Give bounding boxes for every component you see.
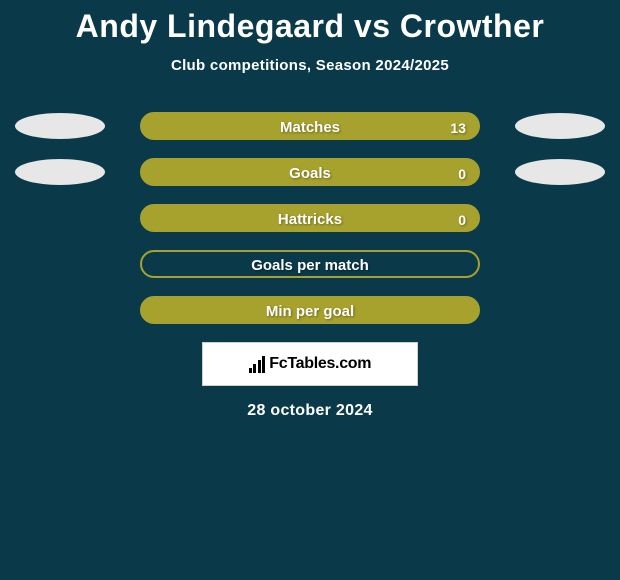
stat-bar: Goals 0 (140, 158, 480, 186)
stat-label: Goals (289, 160, 331, 188)
stats-rows: Matches 13 Goals 0 Hattricks 0 Goals per match… (0, 112, 620, 324)
stat-bar: Goals per match (140, 250, 480, 278)
stat-bar: Hattricks 0 (140, 204, 480, 232)
bars-icon (249, 355, 266, 373)
stat-value: 0 (458, 160, 466, 188)
stat-bar: Matches 13 (140, 112, 480, 140)
player-left-ellipse (15, 113, 105, 139)
player-left-ellipse (15, 159, 105, 185)
stat-bar: Min per goal (140, 296, 480, 324)
stat-row: Min per goal (0, 296, 620, 324)
root-container: Andy Lindegaard vs Crowther Club competi… (0, 0, 620, 580)
logo: FcTables.com (249, 355, 371, 373)
stat-label: Hattricks (278, 206, 342, 234)
stat-row: Goals 0 (0, 158, 620, 186)
stat-label: Goals per match (251, 252, 369, 280)
date-text: 28 october 2024 (0, 402, 620, 420)
subtitle: Club competitions, Season 2024/2025 (0, 57, 620, 74)
logo-text: FcTables.com (269, 355, 371, 373)
player-right-ellipse (515, 159, 605, 185)
player-right-ellipse (515, 113, 605, 139)
stat-label: Matches (280, 114, 340, 142)
stat-row: Hattricks 0 (0, 204, 620, 232)
stat-row: Matches 13 (0, 112, 620, 140)
stat-value: 13 (450, 114, 466, 142)
stat-value: 0 (458, 206, 466, 234)
stat-row: Goals per match (0, 250, 620, 278)
stat-label: Min per goal (266, 298, 354, 326)
page-title: Andy Lindegaard vs Crowther (0, 0, 620, 45)
logo-box: FcTables.com (202, 342, 418, 386)
